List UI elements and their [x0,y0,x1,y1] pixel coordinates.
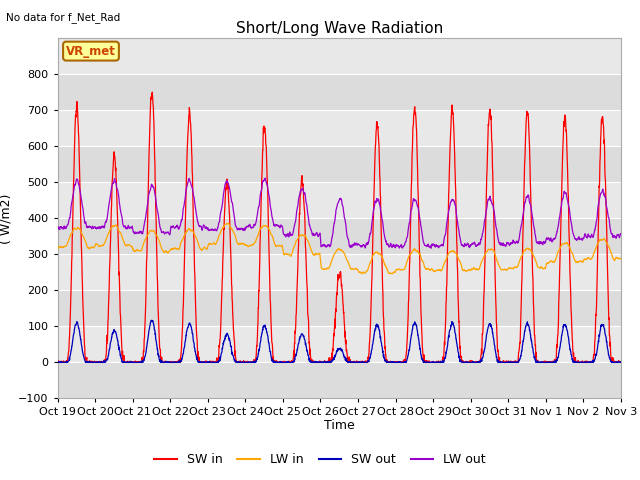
Text: VR_met: VR_met [66,45,116,58]
SW out [617,359,625,365]
SW out [583,359,591,365]
LW out [583,235,591,241]
SW in [568,310,575,315]
SW out [211,360,219,365]
Bar [58,362,621,398]
SW in [617,359,625,365]
LW in [356,270,364,276]
SW in [211,360,219,365]
Bar [58,290,621,326]
LW out [504,240,511,246]
LW in [583,256,591,262]
SW in [368,276,376,282]
SW out [147,317,155,323]
Line: SW in: SW in [58,92,621,362]
Bar [58,110,621,146]
Bar [58,74,621,110]
SW out [504,359,511,365]
LW in [211,240,218,246]
LW in [225,220,232,226]
X-axis label: Time: Time [324,419,355,432]
SW out [54,360,62,365]
LW in [568,249,575,255]
SW out [369,344,376,350]
SW out [568,352,575,358]
LW out [356,242,364,248]
LW out [261,175,269,181]
LW in [388,271,396,277]
LW out [568,221,575,227]
Bar [58,218,621,254]
Line: LW in: LW in [58,223,621,274]
SW in [148,89,156,95]
LW in [617,255,625,261]
Legend: SW in, LW in, SW out, LW out: SW in, LW in, SW out, LW out [149,448,491,471]
Bar [58,146,621,182]
Y-axis label: ( W/m2): ( W/m2) [0,193,13,243]
LW out [211,227,218,233]
LW out [368,220,376,226]
SW in [356,360,364,365]
LW in [54,246,61,252]
LW in [504,267,511,273]
SW in [503,359,511,364]
LW out [54,227,61,232]
Line: LW out: LW out [58,178,621,248]
LW out [617,231,625,237]
Text: No data for f_Net_Rad: No data for f_Net_Rad [6,12,121,23]
SW out [356,360,364,365]
LW in [368,255,376,261]
Title: Short/Long Wave Radiation: Short/Long Wave Radiation [236,21,443,36]
LW out [428,245,435,251]
Bar [58,326,621,362]
SW out [54,359,61,365]
SW in [54,360,61,365]
Bar [58,182,621,218]
Line: SW out: SW out [58,320,621,362]
SW in [583,358,591,364]
Bar [58,254,621,290]
